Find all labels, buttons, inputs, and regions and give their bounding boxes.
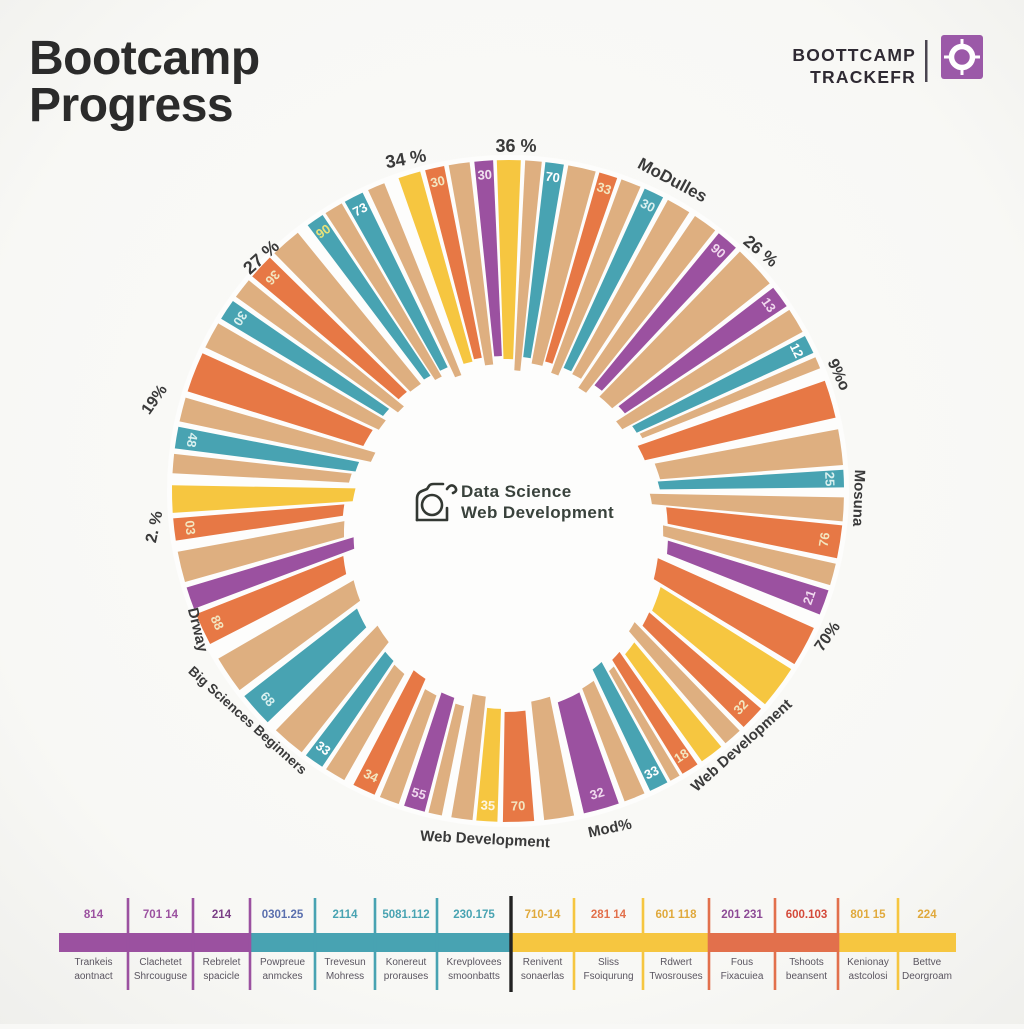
svg-text:701 14: 701 14 (143, 909, 179, 921)
svg-text:smoonbatts: smoonbatts (448, 971, 500, 982)
svg-text:601 118: 601 118 (656, 909, 698, 921)
svg-text:Fsoiqurung: Fsoiqurung (583, 971, 633, 982)
svg-text:anmckes: anmckes (262, 971, 302, 982)
svg-text:prorauses: prorauses (384, 971, 428, 982)
svg-text:281 14: 281 14 (591, 909, 627, 921)
svg-text:55: 55 (410, 784, 428, 802)
svg-text:Web Development: Web Development (461, 503, 614, 522)
svg-text:Renivent: Renivent (523, 957, 563, 968)
svg-text:03: 03 (182, 520, 199, 536)
svg-text:21: 21 (800, 588, 819, 607)
svg-text:Fixacuiea: Fixacuiea (721, 971, 764, 982)
svg-text:801 15: 801 15 (850, 909, 886, 921)
svg-text:Trevesun: Trevesun (324, 957, 365, 968)
svg-text:48: 48 (184, 432, 201, 449)
svg-text:36 %: 36 % (495, 136, 536, 156)
svg-text:BOOTTCAMP: BOOTTCAMP (792, 45, 916, 65)
svg-text:Powpreue: Powpreue (260, 957, 305, 968)
svg-text:73: 73 (350, 199, 370, 219)
svg-text:Rdwert: Rdwert (660, 957, 692, 968)
svg-text:Bootcamp: Bootcamp (29, 32, 260, 85)
svg-text:18: 18 (671, 745, 691, 765)
svg-text:70: 70 (544, 169, 560, 186)
svg-text:230.175: 230.175 (453, 909, 495, 921)
svg-text:sonaerlas: sonaerlas (521, 971, 564, 982)
svg-text:33: 33 (313, 738, 334, 759)
svg-text:Kenionay: Kenionay (847, 957, 889, 968)
svg-text:33: 33 (642, 762, 662, 782)
svg-text:spacicle: spacicle (203, 971, 240, 982)
svg-text:32: 32 (588, 784, 606, 802)
svg-text:astcolosi: astcolosi (849, 971, 888, 982)
svg-text:13: 13 (758, 295, 779, 315)
svg-text:0301.25: 0301.25 (262, 909, 304, 921)
svg-text:Progress: Progress (29, 79, 233, 132)
svg-text:814: 814 (84, 909, 104, 921)
svg-text:TRACKEFR: TRACKEFR (810, 67, 916, 87)
svg-text:Clachetet: Clachetet (139, 957, 181, 968)
svg-text:30: 30 (638, 195, 658, 215)
svg-text:5081.112: 5081.112 (382, 909, 429, 921)
svg-text:beansent: beansent (786, 971, 827, 982)
svg-text:710-14: 710-14 (525, 909, 561, 921)
svg-text:Trankeis: Trankeis (75, 957, 113, 968)
svg-text:Shrcouguse: Shrcouguse (134, 971, 188, 982)
svg-text:35: 35 (480, 797, 495, 813)
svg-text:aontnact: aontnact (74, 971, 113, 982)
svg-text:214: 214 (212, 909, 232, 921)
svg-text:2114: 2114 (333, 909, 359, 921)
svg-text:30: 30 (230, 308, 250, 328)
svg-text:Mohress: Mohress (326, 971, 364, 982)
svg-text:224: 224 (917, 909, 937, 921)
svg-text:201 231: 201 231 (721, 909, 763, 921)
svg-text:Bettve: Bettve (913, 957, 942, 968)
svg-text:Mosuna: Mosuna (849, 469, 868, 527)
svg-text:Rebrelet: Rebrelet (203, 957, 241, 968)
svg-text:12: 12 (787, 341, 807, 361)
svg-text:Deorgroam: Deorgroam (902, 971, 952, 982)
svg-text:Data Science: Data Science (461, 482, 572, 501)
svg-text:Tshoots: Tshoots (789, 957, 823, 968)
svg-text:Twosrouses: Twosrouses (649, 971, 702, 982)
svg-text:Fous: Fous (731, 957, 753, 968)
svg-text:Krevplovees: Krevplovees (446, 957, 501, 968)
svg-text:76: 76 (816, 531, 833, 548)
svg-text:Konereut: Konereut (386, 957, 427, 968)
svg-text:90: 90 (313, 221, 333, 242)
svg-text:600.103: 600.103 (786, 909, 828, 921)
svg-text:34: 34 (361, 766, 381, 786)
svg-text:Sliss: Sliss (598, 957, 619, 968)
svg-text:70: 70 (511, 798, 526, 813)
svg-text:25: 25 (822, 472, 838, 487)
svg-text:2. %: 2. % (143, 510, 166, 545)
svg-text:30: 30 (429, 173, 446, 191)
svg-text:88: 88 (208, 613, 228, 632)
svg-text:30: 30 (477, 167, 493, 183)
svg-text:Web Development: Web Development (420, 828, 550, 852)
svg-text:33: 33 (595, 179, 613, 198)
